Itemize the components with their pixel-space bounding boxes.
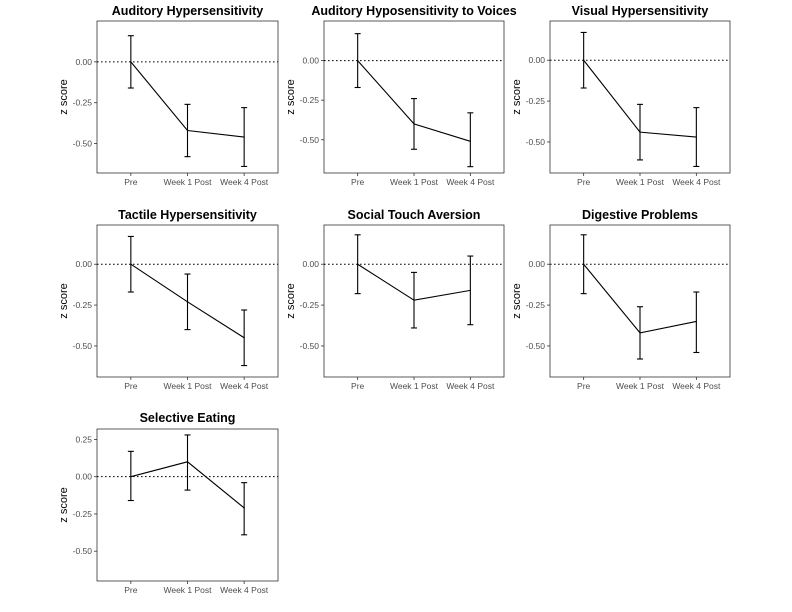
error-bar	[693, 291, 700, 354]
y-axis-label: z score	[58, 487, 70, 522]
data-point	[186, 301, 189, 303]
data-point	[130, 476, 132, 478]
y-tick-label: -0.25	[526, 96, 546, 106]
error-bar	[127, 450, 134, 502]
x-tick-label: Week 1 Post	[390, 177, 439, 187]
y-tick-label: -0.25	[526, 300, 546, 310]
x-tick-label: Pre	[351, 177, 365, 187]
x-tick-label: Pre	[124, 177, 138, 187]
chart-title: Auditory Hyposensitivity to Voices	[311, 4, 516, 18]
x-tick-label: Week 4 Post	[672, 381, 721, 391]
chart-title: Digestive Problems	[582, 208, 698, 222]
data-point	[469, 140, 471, 142]
y-axis-label: z score	[285, 283, 297, 318]
chart-title: Selective Eating	[140, 411, 236, 425]
data-point	[583, 263, 585, 265]
y-tick-label: 0.25	[75, 434, 92, 444]
y-tick-label: 0.00	[302, 259, 319, 269]
y-axis-label: z score	[511, 283, 523, 318]
data-point	[639, 332, 641, 334]
y-tick-label: -0.25	[300, 300, 320, 310]
x-tick-label: Pre	[124, 585, 138, 595]
chart-panel-7: Selective Eating 0.25 0.00 -0.25 -0.50 Pre Wee…	[58, 411, 279, 595]
x-tick-label: Pre	[577, 177, 591, 187]
y-tick-label: 0.00	[75, 57, 92, 67]
y-tick-label: -0.50	[300, 135, 320, 145]
data-point	[695, 320, 697, 323]
chart-title: Auditory Hypersensitivity	[112, 4, 263, 18]
data-point	[357, 263, 359, 265]
data-point	[130, 61, 132, 63]
y-tick-label: -0.25	[73, 98, 93, 108]
error-bar	[184, 434, 191, 491]
y-tick-label: 0.00	[75, 472, 92, 482]
data-point	[243, 337, 245, 339]
chart-panel-1: Auditory Hypersensitivity 0.00 -0.25 -0.50 P…	[58, 4, 279, 187]
data-point	[695, 136, 697, 138]
x-tick-label: Week 1 Post	[163, 177, 212, 187]
chart-panel-2: Auditory Hyposensitivity to Voices 0.00 -0…	[285, 4, 517, 187]
data-point	[186, 461, 189, 463]
x-tick-label: Week 4 Post	[220, 381, 269, 391]
x-tick-label: Week 4 Post	[446, 381, 495, 391]
data-point	[469, 289, 471, 291]
x-tick-label: Pre	[124, 381, 138, 391]
y-tick-label: -0.50	[526, 137, 546, 147]
x-tick-label: Week 1 Post	[616, 177, 665, 187]
y-tick-label: -0.50	[73, 139, 93, 149]
y-tick-label: -0.50	[73, 341, 93, 351]
data-point	[583, 59, 585, 61]
y-tick-label: -0.25	[300, 95, 320, 105]
y-axis-label: z score	[285, 79, 297, 114]
y-axis-label: z score	[58, 79, 70, 114]
error-bar	[241, 482, 248, 536]
data-point	[186, 129, 189, 132]
x-tick-label: Week 1 Post	[616, 381, 665, 391]
data-point	[243, 507, 245, 509]
data-point	[357, 59, 359, 62]
chart-panel-4: Tactile Hypersensitivity 0.00 -0.25 -0.50 Pr…	[58, 208, 279, 391]
y-tick-label: -0.25	[73, 300, 93, 310]
chart-title: Visual Hypersensitivity	[572, 4, 709, 18]
y-tick-label: 0.00	[528, 55, 545, 65]
plot-frame	[323, 20, 505, 174]
chart-panel-6: Digestive Problems 0.00 -0.25 -0.50 Pre Week …	[511, 208, 731, 391]
y-tick-label: 0.00	[528, 259, 545, 269]
x-tick-label: Week 4 Post	[220, 177, 269, 187]
y-tick-label: -0.25	[73, 509, 93, 519]
y-tick-label: 0.00	[302, 56, 319, 66]
y-tick-label: -0.50	[300, 341, 320, 351]
chart-title: Tactile Hypersensitivity	[118, 208, 257, 222]
x-tick-label: Pre	[577, 381, 591, 391]
x-tick-label: Pre	[351, 381, 365, 391]
y-tick-label: 0.00	[75, 259, 92, 269]
chart-title: Social Touch Aversion	[348, 208, 481, 222]
chart-panel-3: Visual Hypersensitivity 0.00 -0.25 -0.50 Pre…	[511, 4, 731, 187]
x-tick-label: Week 1 Post	[163, 585, 212, 595]
x-tick-label: Week 1 Post	[163, 381, 212, 391]
x-tick-label: Week 4 Post	[220, 585, 269, 595]
y-axis-label: z score	[511, 79, 523, 114]
data-point	[639, 131, 641, 133]
error-bar	[467, 112, 474, 168]
data-point	[130, 263, 132, 265]
y-tick-label: -0.50	[526, 341, 546, 351]
data-point	[413, 299, 415, 301]
x-tick-label: Week 4 Post	[672, 177, 721, 187]
y-tick-label: -0.50	[73, 546, 93, 556]
x-tick-label: Week 1 Post	[390, 381, 439, 391]
chart-panel-5: Social Touch Aversion 0.00 -0.25 -0.50 Pre We…	[285, 208, 505, 391]
y-axis-label: z score	[58, 283, 70, 318]
x-tick-label: Week 4 Post	[446, 177, 495, 187]
data-point	[413, 123, 415, 125]
data-point	[243, 136, 245, 138]
